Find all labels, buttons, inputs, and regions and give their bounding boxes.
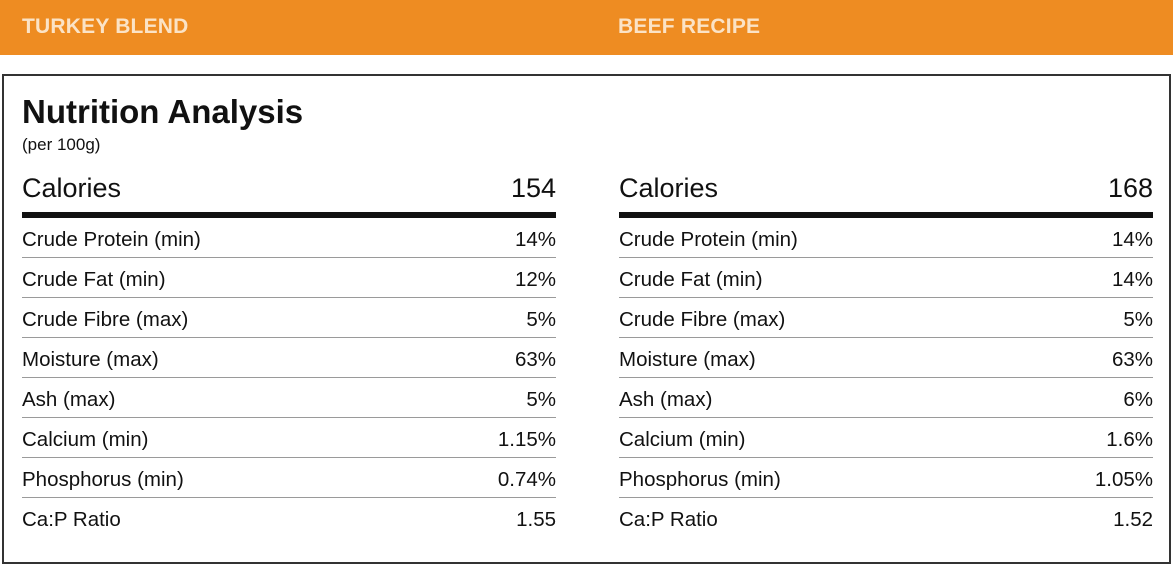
row-label: Calcium (min) — [619, 428, 746, 451]
row-label: Crude Protein (min) — [22, 228, 201, 251]
calories-label: Calories — [22, 173, 122, 203]
calories-value: 168 — [1107, 173, 1153, 203]
table-row: Crude Fibre (max) 5% — [619, 298, 1153, 338]
row-value: 1.05% — [1094, 468, 1153, 491]
calories-row: Calories 154 — [22, 168, 556, 218]
row-value: 12% — [514, 268, 556, 291]
row-value: 1.15% — [497, 428, 556, 451]
turkey-nutrition-table: Calories 154 Crude Protein (min) 14% Cru… — [22, 168, 556, 537]
row-value: 0.74% — [497, 468, 556, 491]
row-value: 6% — [1123, 388, 1153, 411]
row-label: Ca:P Ratio — [619, 508, 718, 531]
tab-turkey-blend[interactable]: TURKEY BLEND — [22, 15, 189, 38]
row-label: Phosphorus (min) — [619, 468, 781, 491]
table-row: Crude Fibre (max) 5% — [22, 298, 556, 338]
table-row: Ca:P Ratio 1.52 — [619, 498, 1153, 537]
table-row: Crude Protein (min) 14% — [619, 218, 1153, 258]
row-value: 1.55 — [516, 508, 556, 531]
row-label: Calcium (min) — [22, 428, 149, 451]
row-value: 63% — [514, 348, 556, 371]
table-row: Moisture (max) 63% — [22, 338, 556, 378]
row-value: 14% — [1111, 268, 1153, 291]
row-value: 14% — [1111, 228, 1153, 251]
panel-title: Nutrition Analysis — [22, 93, 304, 130]
row-value: 14% — [514, 228, 556, 251]
row-value: 5% — [526, 388, 556, 411]
row-label: Crude Fibre (max) — [619, 308, 786, 331]
row-label: Phosphorus (min) — [22, 468, 184, 491]
calories-label: Calories — [619, 173, 719, 203]
row-label: Ash (max) — [22, 388, 116, 411]
row-label: Moisture (max) — [22, 348, 159, 371]
table-row: Crude Protein (min) 14% — [22, 218, 556, 258]
row-value: 1.52 — [1113, 508, 1153, 531]
row-label: Crude Protein (min) — [619, 228, 798, 251]
row-value: 5% — [1123, 308, 1153, 331]
nutrition-panel: Nutrition Analysis (per 100g) Calories 1… — [2, 74, 1171, 564]
table-row: Ash (max) 6% — [619, 378, 1153, 418]
row-label: Moisture (max) — [619, 348, 756, 371]
table-row: Calcium (min) 1.6% — [619, 418, 1153, 458]
table-row: Crude Fat (min) 14% — [619, 258, 1153, 298]
table-row: Calcium (min) 1.15% — [22, 418, 556, 458]
tab-beef-recipe[interactable]: BEEF RECIPE — [618, 15, 761, 38]
calories-value: 154 — [510, 173, 556, 203]
table-row: Moisture (max) 63% — [619, 338, 1153, 378]
table-row: Crude Fat (min) 12% — [22, 258, 556, 298]
table-row: Ca:P Ratio 1.55 — [22, 498, 556, 537]
panel-subtitle: (per 100g) — [22, 135, 101, 154]
table-row: Phosphorus (min) 0.74% — [22, 458, 556, 498]
table-row: Ash (max) 5% — [22, 378, 556, 418]
calories-row: Calories 168 — [619, 168, 1153, 218]
product-tab-bar: TURKEY BLEND BEEF RECIPE — [0, 0, 1173, 55]
row-label: Crude Fat (min) — [22, 268, 166, 291]
row-label: Ash (max) — [619, 388, 713, 411]
beef-nutrition-table: Calories 168 Crude Protein (min) 14% Cru… — [619, 168, 1153, 537]
row-label: Crude Fat (min) — [619, 268, 763, 291]
table-row: Phosphorus (min) 1.05% — [619, 458, 1153, 498]
row-value: 5% — [526, 308, 556, 331]
row-label: Crude Fibre (max) — [22, 308, 189, 331]
row-label: Ca:P Ratio — [22, 508, 121, 531]
row-value: 1.6% — [1106, 428, 1153, 451]
row-value: 63% — [1111, 348, 1153, 371]
